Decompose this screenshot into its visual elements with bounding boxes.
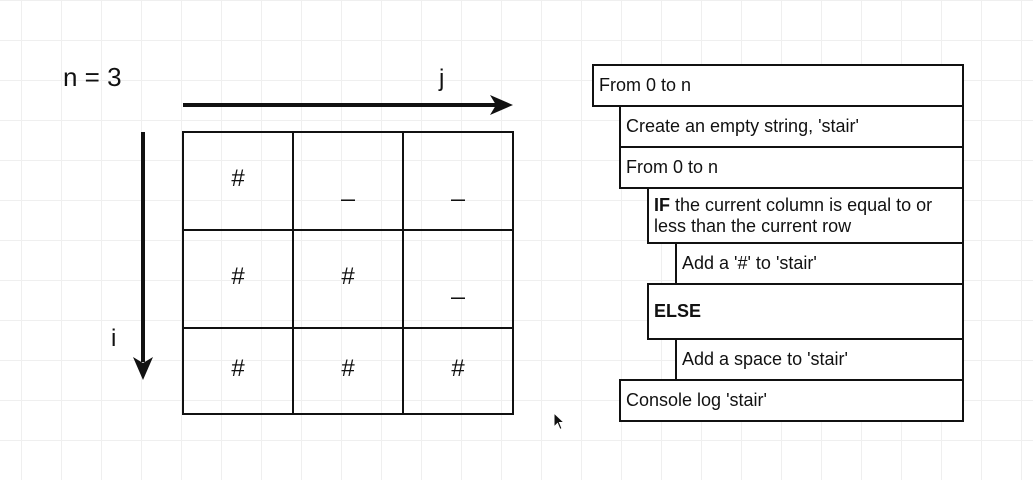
grid-cell: # bbox=[292, 229, 404, 329]
grid-cell: # bbox=[182, 131, 294, 231]
else-keyword: ELSE bbox=[654, 301, 702, 321]
grid-cell: # bbox=[182, 327, 294, 415]
grid-row: # # _ bbox=[182, 229, 514, 329]
n-value-label: n = 3 bbox=[63, 62, 122, 92]
flow-step-label: Console log 'stair' bbox=[626, 390, 767, 410]
flow-step-else: ELSE bbox=[647, 283, 964, 340]
flow-step-label: Create an empty string, 'stair' bbox=[626, 116, 859, 136]
flow-step-create-string: Create an empty string, 'stair' bbox=[619, 105, 964, 148]
flow-step-label: Add a '#' to 'stair' bbox=[682, 253, 817, 273]
flow-step-label: From 0 to n bbox=[626, 157, 719, 177]
flow-step-add-space: Add a space to 'stair' bbox=[675, 338, 964, 381]
arrow-down-icon bbox=[133, 132, 153, 380]
j-axis-label: j bbox=[439, 65, 445, 92]
flow-step-label: Add a space to 'stair' bbox=[682, 349, 848, 369]
grid-cell: # bbox=[292, 327, 404, 415]
grid-cell: _ bbox=[292, 131, 404, 231]
grid-row: # _ _ bbox=[182, 131, 514, 231]
if-condition-text: the current column is equal to or less t… bbox=[654, 194, 933, 236]
grid-cell: _ bbox=[402, 131, 514, 231]
flow-step-label: IF the current column is equal to or les… bbox=[654, 195, 962, 237]
flow-step-if: IF the current column is equal to or les… bbox=[647, 187, 964, 244]
flow-step-label: From 0 to n bbox=[599, 75, 692, 95]
staircase-grid: # _ _ # # _ # # # bbox=[182, 131, 514, 415]
flow-step-console-log: Console log 'stair' bbox=[619, 379, 964, 422]
mouse-pointer-icon bbox=[553, 412, 566, 431]
flow-step-inner-loop: From 0 to n bbox=[619, 146, 964, 189]
grid-cell: _ bbox=[402, 229, 514, 329]
flow-step-outer-loop: From 0 to n bbox=[592, 64, 964, 107]
grid-row: # # # bbox=[182, 327, 514, 415]
if-keyword: IF bbox=[654, 194, 670, 215]
flow-step-add-hash: Add a '#' to 'stair' bbox=[675, 242, 964, 285]
grid-cell: # bbox=[182, 229, 294, 329]
grid-cell: # bbox=[402, 327, 514, 415]
arrow-right-icon bbox=[183, 95, 513, 115]
i-axis-label: i bbox=[111, 325, 117, 352]
